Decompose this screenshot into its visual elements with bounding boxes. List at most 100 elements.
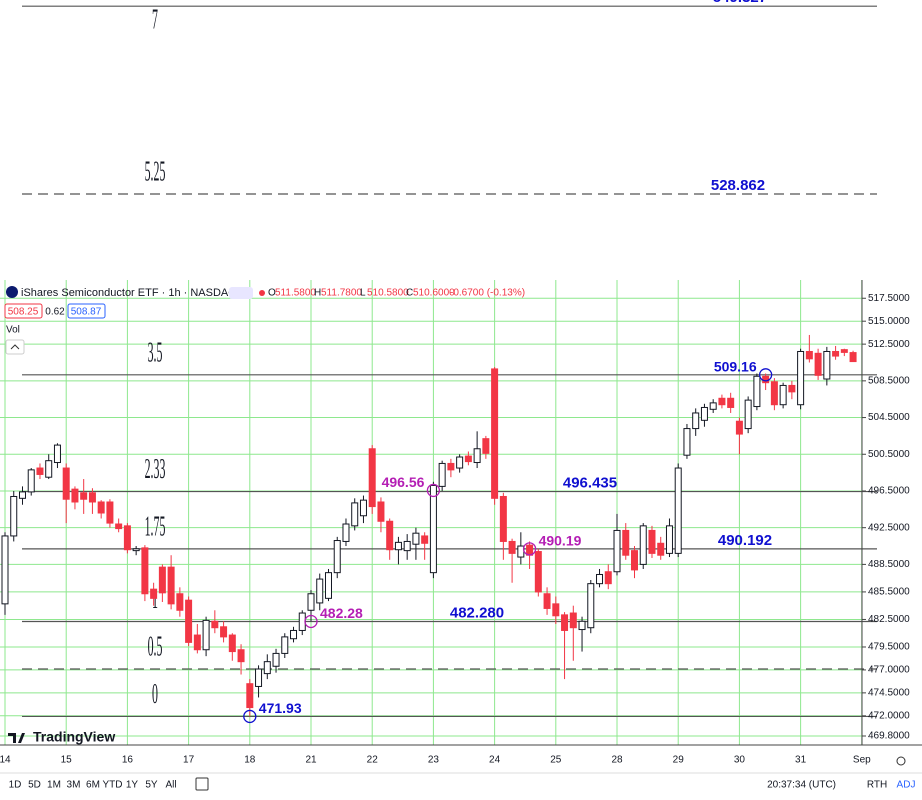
ohlc-value: 510.6000 [413, 288, 455, 299]
candle-body [220, 626, 228, 638]
candle-body [840, 349, 848, 353]
candle-body [657, 542, 665, 556]
candle-body [683, 428, 691, 456]
candle-body [351, 502, 359, 527]
y-tick-label: 496.5000 [868, 486, 910, 497]
candle-body [630, 550, 638, 571]
x-tick-label: 24 [489, 755, 501, 766]
x-tick-label: 28 [611, 755, 623, 766]
settings-icon[interactable] [896, 756, 906, 766]
candle-body [578, 620, 586, 631]
range-button[interactable]: 1M [47, 780, 61, 791]
ask: 508.87 [71, 307, 102, 318]
candle-body [517, 545, 525, 558]
y-tick-label: 500.5000 [868, 449, 910, 460]
candle-body [499, 495, 507, 542]
level-label: 5.25 [145, 154, 166, 187]
candle-body [709, 402, 717, 410]
x-tick-label: 31 [795, 755, 807, 766]
candle-body [88, 492, 96, 503]
candle-body [1, 535, 9, 605]
candle-body [823, 350, 831, 380]
candle-body [561, 614, 569, 631]
date-range-icon[interactable] [195, 777, 209, 791]
candle-body [45, 460, 53, 478]
bid-box [4, 303, 43, 319]
level-value-label: 482.280 [450, 604, 504, 621]
ohlc-value: 511.5800 [275, 288, 316, 299]
candles [1, 334, 857, 717]
collapse-button[interactable] [5, 339, 25, 355]
candle-body [587, 583, 595, 629]
candle-body [176, 593, 184, 611]
level-label: 1.75 [145, 509, 166, 542]
candle-body [62, 467, 70, 500]
candle-body [526, 544, 534, 556]
x-tick-label: 15 [61, 755, 73, 766]
y-tick-label: 469.8000 [868, 731, 910, 742]
candle-body [80, 492, 88, 500]
y-tick-label: 479.5000 [868, 642, 910, 653]
candle-body [639, 525, 647, 565]
candle-body [735, 420, 743, 435]
symbol-logo [6, 286, 18, 298]
volume-label: Vol [6, 325, 20, 336]
y-tick-label: 508.5000 [868, 375, 910, 386]
range-button[interactable]: 1Y [126, 780, 139, 791]
range-button[interactable]: 3M [67, 780, 81, 791]
level-value-label: 528.862 [711, 177, 765, 194]
y-tick-label: 488.5000 [868, 559, 910, 570]
spread: 0.62 [45, 307, 65, 318]
candle-body [202, 619, 210, 651]
ohlc-value: 510.5800 [367, 288, 409, 299]
candle-body [412, 532, 420, 545]
candle-body [613, 529, 621, 573]
adjust[interactable]: ADJ [897, 780, 916, 791]
y-tick-label: 512.5000 [868, 339, 910, 350]
candle-body [596, 573, 604, 585]
header: iShares Semiconductor ETF · 1h · NASDAQ … [4, 286, 525, 355]
range-button[interactable]: 5Y [145, 780, 158, 791]
ohlc-key: O [268, 288, 276, 299]
candle-body [185, 599, 193, 643]
session[interactable]: RTH [867, 780, 887, 791]
y-tick-label: 515.0000 [868, 316, 910, 327]
candle-body [394, 541, 402, 551]
collapse-icon [10, 344, 20, 350]
candle-body [552, 603, 560, 617]
annotation-label: 471.93 [259, 700, 302, 716]
candle-body [692, 412, 700, 430]
candle-body [805, 350, 813, 360]
candle-body [569, 612, 577, 629]
candle-body [106, 501, 114, 524]
candle-body [290, 629, 298, 640]
range-button[interactable]: YTD [103, 780, 123, 791]
level-label: 2.33 [145, 452, 166, 485]
candle-body [97, 501, 105, 514]
range-button[interactable]: 5D [28, 780, 41, 791]
candle-body [473, 448, 481, 464]
candle-body [421, 535, 429, 544]
candle-body [150, 588, 158, 599]
level-label: 0.5 [148, 629, 163, 662]
y-tick-label: 492.5000 [868, 522, 910, 533]
candle-body [438, 462, 446, 487]
ohlc-key: L [360, 288, 366, 299]
candle-body [762, 375, 770, 384]
candle-body [36, 467, 44, 475]
annotation-marker [243, 709, 257, 724]
candle-body [718, 397, 726, 406]
candle-body [665, 525, 673, 554]
candle-body [333, 540, 341, 574]
y-tick-label: 482.5000 [868, 614, 910, 625]
time-axis: 14 15 16 17 18 21 22 23 24 25 28 29 30 31 Sep [0, 755, 871, 766]
range-button[interactable]: All [165, 780, 176, 791]
range-button[interactable]: 6M [86, 780, 100, 791]
x-tick-label: 18 [244, 755, 256, 766]
range-button[interactable]: 1D [9, 780, 22, 791]
level-label: 0 [152, 677, 158, 710]
candle-body [368, 448, 376, 508]
level-value-label: 496.435 [563, 475, 617, 492]
price-axis: 517.5000 515.0000 512.5000 508.5000 504.5000… [862, 293, 910, 742]
